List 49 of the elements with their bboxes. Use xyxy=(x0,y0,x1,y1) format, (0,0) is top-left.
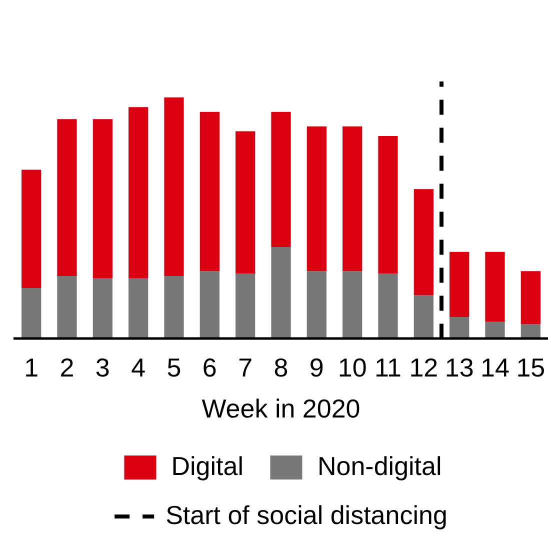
bar xyxy=(450,252,470,317)
bar xyxy=(520,271,540,324)
bar xyxy=(271,247,291,339)
x-axis-title: Week in 2020 xyxy=(202,394,360,424)
bar xyxy=(378,136,398,274)
bar xyxy=(271,112,291,248)
legend-label: Digital xyxy=(171,451,244,482)
bar xyxy=(485,322,505,339)
bar xyxy=(92,278,112,339)
bar xyxy=(164,97,184,276)
bar xyxy=(306,126,326,272)
x-tick-label: 15 xyxy=(516,352,546,383)
legend-label: Non-digital xyxy=(317,451,442,482)
x-tick-label: 3 xyxy=(95,352,110,383)
x-tick-label: 14 xyxy=(480,352,510,383)
x-tick-label: 7 xyxy=(238,352,253,383)
x-tick-label: 1 xyxy=(24,352,39,383)
bar xyxy=(128,278,148,339)
x-tick-label: 11 xyxy=(374,352,402,383)
x-tick-label: 5 xyxy=(166,352,182,383)
bar xyxy=(306,271,326,339)
bar xyxy=(22,288,42,339)
legend-label: Start of social distancing xyxy=(166,500,448,531)
bar xyxy=(342,126,362,272)
x-tick-label: 8 xyxy=(274,352,288,383)
bar xyxy=(57,276,77,339)
bar xyxy=(520,324,540,339)
x-tick-label: 6 xyxy=(202,352,217,383)
bar xyxy=(236,131,256,274)
x-tick-label: 13 xyxy=(444,352,474,383)
bar xyxy=(200,112,220,272)
bar xyxy=(164,276,184,339)
bar xyxy=(236,274,256,339)
bar xyxy=(414,189,434,296)
bar xyxy=(128,107,148,278)
bar xyxy=(92,119,112,278)
bar xyxy=(200,271,220,339)
bar xyxy=(485,252,505,322)
bar xyxy=(57,119,77,276)
bar xyxy=(378,274,398,339)
bar xyxy=(414,295,434,339)
x-tick-label: 4 xyxy=(131,352,146,383)
x-tick-label: 12 xyxy=(409,352,438,383)
x-tick-label: 2 xyxy=(60,352,74,383)
bar xyxy=(342,271,362,339)
x-tick-label: 10 xyxy=(338,352,367,383)
bar xyxy=(22,170,42,288)
bar xyxy=(450,317,470,339)
x-tick-label: 9 xyxy=(309,352,324,383)
